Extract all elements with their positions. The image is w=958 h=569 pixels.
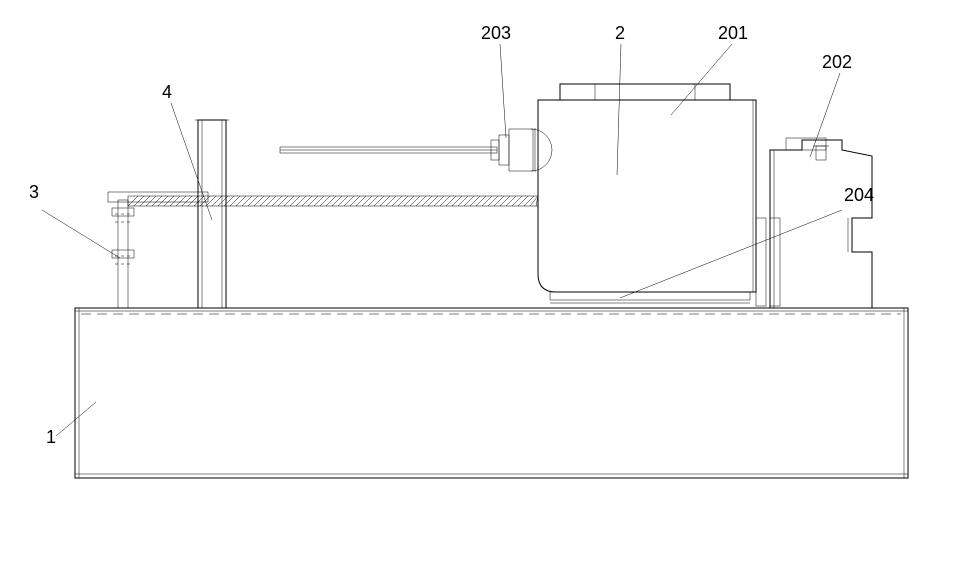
label-1: 1 (46, 427, 56, 447)
label-2: 2 (615, 23, 625, 43)
rail-right (770, 218, 780, 306)
spindle-body (538, 100, 756, 292)
label-201: 201 (718, 23, 748, 43)
leader-202 (810, 73, 840, 157)
leader-201 (671, 44, 732, 115)
engineering-diagram: 201 2 203 202 204 4 3 1 (0, 0, 958, 569)
post-nut-0 (112, 208, 134, 216)
post-nut-1 (112, 250, 134, 258)
leader-2 (617, 44, 621, 175)
leader-204 (620, 210, 842, 298)
label-204: 204 (844, 185, 874, 205)
base-outer (75, 308, 908, 478)
tailstock-bolt (816, 146, 826, 160)
slide-plate (550, 292, 750, 300)
label-203: 203 (481, 23, 511, 43)
spindle-top-cap (560, 84, 730, 100)
leader-3 (42, 210, 120, 258)
label-4: 4 (162, 82, 172, 102)
label-3: 3 (29, 182, 39, 202)
leader-203 (500, 44, 506, 138)
spindle-nose-boss (509, 129, 533, 171)
rail-left (756, 218, 766, 306)
label-202: 202 (822, 52, 852, 72)
leader-1 (56, 402, 96, 436)
bracket-plate (108, 192, 208, 202)
tailstock-body (770, 140, 872, 308)
